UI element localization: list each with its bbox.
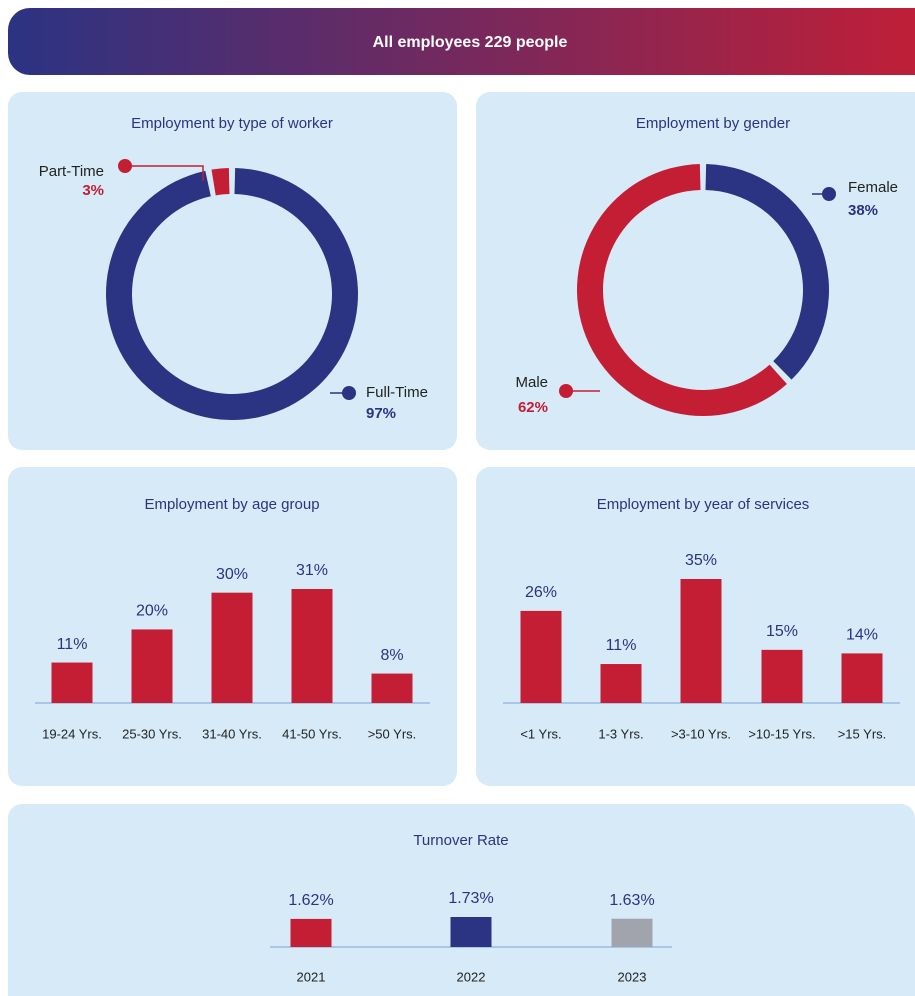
category-label: 2022 xyxy=(457,969,486,984)
bar xyxy=(211,592,253,703)
chart-title: Employment by type of worker xyxy=(131,115,333,132)
category-label: <1 Yrs. xyxy=(520,726,561,741)
chart-title: Employment by age group xyxy=(144,496,319,513)
category-label: >50 Yrs. xyxy=(368,726,417,741)
category-label: 31-40 Yrs. xyxy=(202,726,262,741)
value-label: 62% xyxy=(518,399,548,416)
donut-segment xyxy=(577,164,787,416)
bar xyxy=(520,610,562,703)
value-label: 11% xyxy=(57,636,88,653)
value-label: 35% xyxy=(685,552,717,569)
value-label: 20% xyxy=(136,603,168,620)
category-label: >10-15 Yrs. xyxy=(748,726,815,741)
bar xyxy=(841,653,883,703)
value-label: 1.63% xyxy=(609,892,654,909)
category-label: Full-Time xyxy=(366,384,428,401)
label-dot xyxy=(822,187,836,201)
value-label: 15% xyxy=(766,623,798,640)
category-label: Part-Time xyxy=(39,163,104,180)
value-label: 1.62% xyxy=(288,892,333,909)
label-dot xyxy=(118,159,132,173)
bar xyxy=(290,918,332,947)
category-label: 1-3 Yrs. xyxy=(598,726,643,741)
bar xyxy=(131,629,173,703)
value-label: 31% xyxy=(296,562,328,579)
chart-title: Employment by year of services xyxy=(597,496,810,513)
category-label: Female xyxy=(848,179,898,196)
bar xyxy=(611,918,653,947)
bar xyxy=(291,589,333,703)
donut-segment xyxy=(705,164,830,380)
value-label: 11% xyxy=(606,637,637,654)
category-label: 41-50 Yrs. xyxy=(282,726,342,741)
category-label: >3-10 Yrs. xyxy=(671,726,731,741)
bar xyxy=(761,649,803,703)
chart-title: Turnover Rate xyxy=(413,832,508,849)
label-dot xyxy=(342,386,356,400)
leader-line xyxy=(125,165,204,181)
category-label: 2021 xyxy=(297,969,326,984)
header-title: All employees 229 people xyxy=(373,34,568,51)
value-label: 26% xyxy=(525,584,557,601)
donut-segment xyxy=(211,168,230,196)
header-bar xyxy=(8,8,915,75)
category-label: 25-30 Yrs. xyxy=(122,726,182,741)
bar xyxy=(680,579,722,703)
label-dot xyxy=(559,384,573,398)
category-label: 19-24 Yrs. xyxy=(42,726,102,741)
bar xyxy=(600,664,642,703)
value-label: 38% xyxy=(848,202,878,219)
chart-title: Employment by gender xyxy=(636,115,790,132)
value-label: 8% xyxy=(380,647,403,664)
value-label: 14% xyxy=(846,627,878,644)
bar xyxy=(371,673,413,703)
panel xyxy=(8,804,915,996)
category-label: 2023 xyxy=(618,969,647,984)
bar xyxy=(51,662,93,703)
value-label: 3% xyxy=(82,182,104,199)
category-label: Male xyxy=(515,374,548,391)
value-label: 97% xyxy=(366,405,396,422)
panel xyxy=(8,92,457,450)
category-label: >15 Yrs. xyxy=(838,726,887,741)
value-label: 1.73% xyxy=(448,890,493,907)
bar xyxy=(450,917,492,947)
value-label: 30% xyxy=(216,566,248,583)
